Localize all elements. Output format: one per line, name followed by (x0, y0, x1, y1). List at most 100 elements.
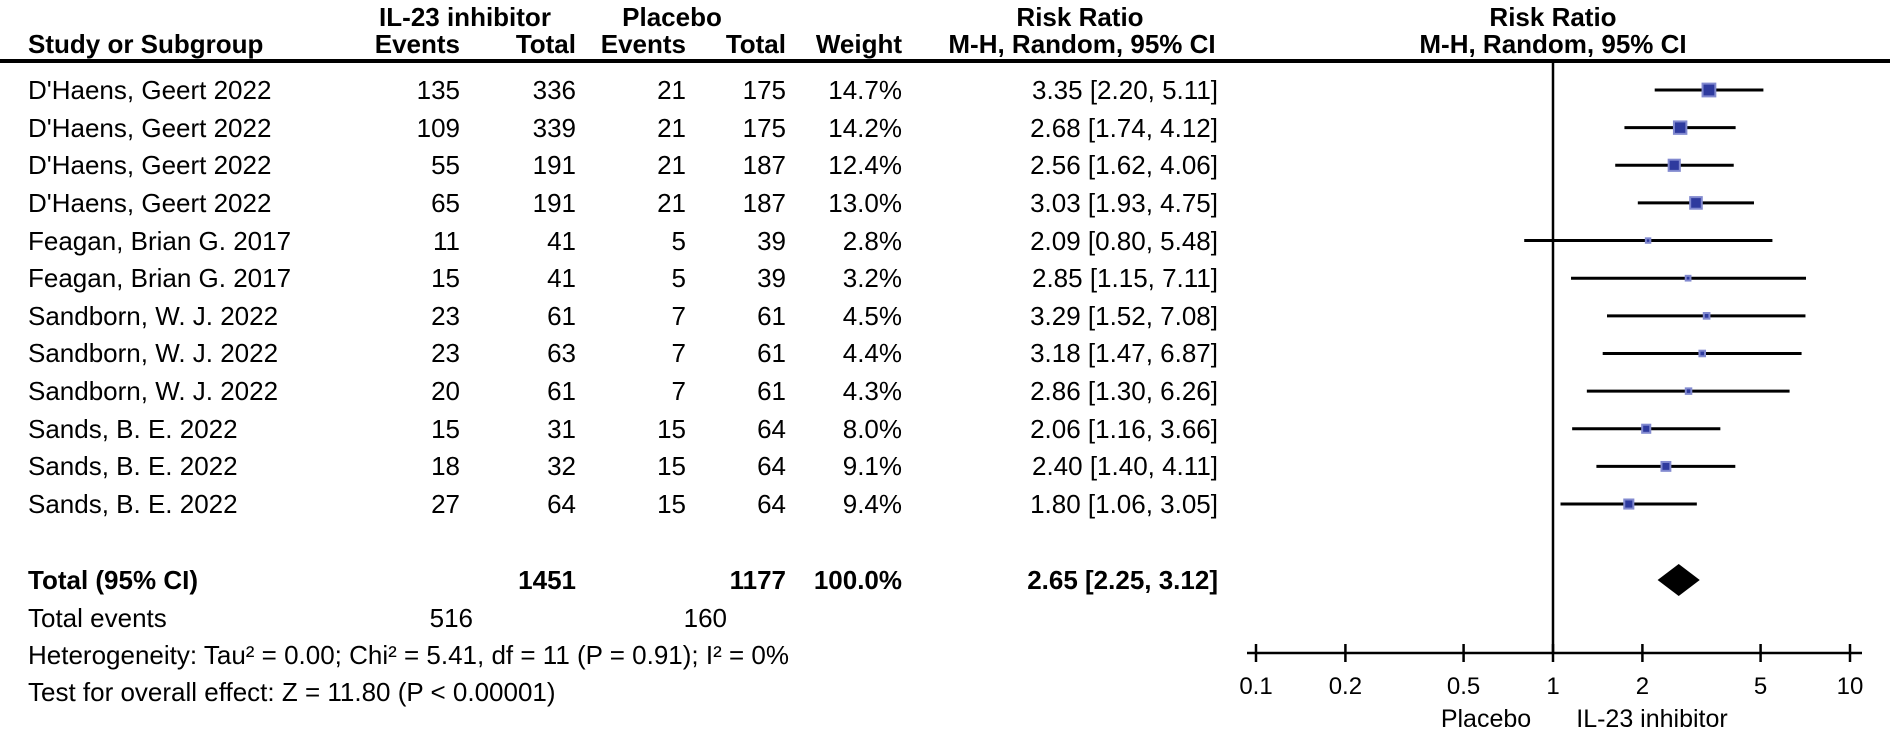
events-treatment-cell: 135 (416, 75, 460, 105)
effect-square (1644, 237, 1652, 244)
study-name-cell: D'Haens, Geert 2022 (28, 112, 272, 143)
summary-diamond (1657, 564, 1700, 596)
axis-tick-label: 0.5 (1447, 673, 1480, 700)
events-treatment-cell: 11 (433, 225, 460, 256)
total-control-cell: 175 (742, 112, 786, 143)
total-control-cell: 64 (757, 451, 786, 482)
heterogeneity-text: Heterogeneity: Tau² = 0.00; Chi² = 5.41,… (28, 640, 789, 670)
axis-tick-label: 2 (1636, 673, 1649, 700)
risk-ratio-header-text-column: Risk Ratio (1016, 2, 1144, 32)
total-control-cell: 187 (742, 187, 786, 218)
effect-square (1623, 498, 1635, 510)
study-name-cell: D'Haens, Geert 2022 (28, 75, 272, 105)
weight-cell: 4.3% (842, 376, 902, 407)
column-header-events-control: Events (600, 29, 686, 59)
total-row-ci: 2.65 [2.25, 3.12] (1027, 565, 1218, 595)
risk-ratio-header-plot-column: Risk Ratio (1489, 2, 1617, 32)
axis-tick-label: 0.2 (1329, 673, 1362, 700)
total-control-cell: 64 (757, 489, 786, 520)
effect-square (1702, 312, 1711, 320)
study-name-cell: Sands, B. E. 2022 (28, 451, 238, 482)
total-treatment-cell: 61 (547, 300, 576, 331)
total-events-treatment: 516 (429, 603, 473, 633)
total-treatment-cell: 61 (547, 376, 576, 407)
events-treatment-cell: 27 (431, 489, 460, 520)
effect-square (1684, 387, 1693, 395)
risk-ratio-ci-cell: 2.09 [0.80, 5.48] (1030, 225, 1218, 256)
group-header-control: Placebo (622, 2, 722, 32)
effect-square (1660, 460, 1672, 472)
study-name-cell: Feagan, Brian G. 2017 (28, 225, 292, 256)
weight-cell: 14.7% (828, 75, 902, 105)
weight-cell: 2.8% (842, 225, 902, 256)
events-control-cell: 5 (671, 263, 686, 294)
weight-cell: 9.4% (842, 489, 902, 520)
overall-effect-text: Test for overall effect: Z = 11.80 (P < … (28, 677, 556, 707)
total-control-cell: 39 (757, 225, 786, 256)
total-treatment-cell: 41 (547, 263, 576, 294)
events-control-cell: 15 (657, 451, 686, 482)
column-header-weight: Weight (815, 29, 902, 59)
events-treatment-cell: 15 (431, 263, 460, 294)
total-treatment-cell: 64 (547, 489, 576, 520)
events-control-cell: 21 (657, 112, 686, 143)
events-control-cell: 21 (657, 187, 686, 218)
axis-tick-label: 10 (1837, 673, 1864, 700)
events-treatment-cell: 18 (431, 451, 460, 482)
risk-ratio-ci-cell: 2.06 [1.16, 3.66] (1030, 413, 1218, 444)
effect-square (1698, 349, 1707, 358)
risk-ratio-ci-cell: 3.35 [2.20, 5.11] (1032, 75, 1218, 105)
total-control-cell: 61 (757, 338, 786, 369)
effect-square (1701, 82, 1717, 98)
total-treatment-cell: 32 (547, 451, 576, 482)
total-row-total-treatment: 1451 (518, 565, 576, 595)
study-name-cell: Feagan, Brian G. 2017 (28, 263, 292, 294)
events-control-cell: 15 (657, 489, 686, 520)
risk-ratio-ci-cell: 3.18 [1.47, 6.87] (1030, 338, 1218, 369)
total-treatment-cell: 41 (547, 225, 576, 256)
events-treatment-cell: 23 (431, 338, 460, 369)
total-control-cell: 39 (757, 263, 786, 294)
events-control-cell: 21 (657, 150, 686, 181)
effect-square (1641, 423, 1652, 434)
study-name-cell: Sands, B. E. 2022 (28, 413, 238, 444)
events-control-cell: 21 (657, 75, 686, 105)
study-name-cell: Sandborn, W. J. 2022 (28, 300, 279, 331)
axis-label-favours-treatment: IL-23 inhibitor (1576, 705, 1727, 732)
axis-tick-label: 0.1 (1239, 673, 1272, 700)
total-events-label: Total events (28, 603, 167, 633)
events-control-cell: 7 (671, 338, 686, 369)
header-rule (0, 59, 1890, 63)
events-treatment-cell: 55 (431, 150, 460, 181)
total-control-cell: 175 (742, 75, 786, 105)
effect-square (1667, 158, 1681, 172)
study-name-cell: Sandborn, W. J. 2022 (28, 376, 279, 407)
study-name-cell: Sandborn, W. J. 2022 (28, 338, 279, 369)
weight-cell: 8.0% (842, 413, 902, 444)
weight-cell: 12.4% (828, 150, 902, 181)
risk-ratio-ci-cell: 2.86 [1.30, 6.26] (1030, 376, 1218, 407)
total-control-cell: 61 (757, 300, 786, 331)
column-header-ci-text: M-H, Random, 95% CI (948, 29, 1216, 59)
risk-ratio-ci-cell: 2.68 [1.74, 4.12] (1030, 112, 1218, 143)
events-control-cell: 7 (671, 300, 686, 331)
events-treatment-cell: 65 (431, 187, 460, 218)
effect-square (1672, 120, 1688, 135)
column-header-total-control: Total (725, 29, 786, 59)
total-row-total-control: 1177 (729, 565, 786, 595)
axis-tick-label: 5 (1754, 673, 1767, 700)
total-treatment-cell: 191 (532, 187, 576, 218)
study-name-cell: D'Haens, Geert 2022 (28, 150, 272, 181)
group-header-treatment: IL-23 inhibitor (379, 2, 551, 32)
weight-cell: 9.1% (842, 451, 902, 482)
weight-cell: 3.2% (842, 263, 902, 294)
total-control-cell: 187 (742, 150, 786, 181)
events-control-cell: 7 (671, 376, 686, 407)
axis-tick-label: 1 (1546, 673, 1559, 700)
events-treatment-cell: 15 (431, 413, 460, 444)
weight-cell: 13.0% (828, 187, 902, 218)
total-treatment-cell: 63 (547, 338, 576, 369)
risk-ratio-ci-cell: 2.56 [1.62, 4.06] (1030, 150, 1218, 181)
risk-ratio-ci-cell: 2.40 [1.40, 4.11] (1032, 451, 1218, 482)
